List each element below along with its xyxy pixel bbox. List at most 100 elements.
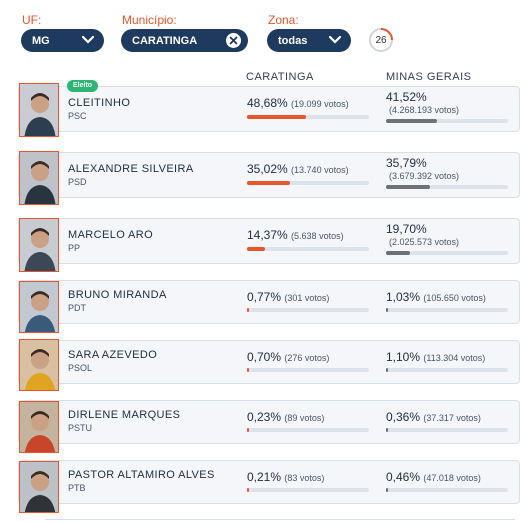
local-percentage: 35,02% (13.740 votos) — [247, 162, 349, 176]
state-votes: (3.679.392 votos) — [389, 171, 460, 181]
local-share-fill — [247, 428, 249, 432]
candidate-photo — [19, 281, 59, 333]
state-pct-value: 0,46% — [386, 470, 421, 484]
candidate-row: Eleito CLEITINHO PSC 48,68% (19.099 votos) 4… — [18, 80, 520, 137]
state-share-fill — [386, 185, 430, 189]
local-share-bar — [247, 181, 369, 185]
state-votes: (47.018 votos) — [423, 473, 481, 483]
local-percentage: 0,23% (89 votos) — [247, 410, 324, 424]
uf-select[interactable]: MG — [21, 29, 104, 52]
candidate-row: ALEXANDRE SILVEIRA PSD 35,02% (13.740 voto… — [18, 151, 520, 205]
local-share-fill — [247, 247, 265, 251]
state-pct-value: 1,10% — [386, 350, 421, 364]
local-pct-value: 0,77% — [247, 290, 282, 304]
candidate-name: BRUNO MIRANDA — [68, 289, 167, 301]
local-share-fill — [247, 368, 249, 372]
local-pct-value: 48,68% — [247, 96, 288, 110]
column-header-local: CARATINGA — [246, 71, 314, 83]
local-pct-value: 0,70% — [247, 350, 282, 364]
local-share-fill — [247, 115, 307, 119]
candidate-name: SARA AZEVEDO — [68, 349, 158, 361]
candidate-photo — [19, 401, 59, 453]
state-share-bar — [386, 428, 508, 432]
state-votes: (4.268.193 votos) — [389, 105, 460, 115]
local-share-bar — [247, 247, 369, 251]
state-votes: (2.025.573 votos) — [389, 237, 460, 247]
state-share-fill — [386, 119, 437, 123]
candidate-party: PP — [68, 243, 81, 253]
candidate-photo — [19, 461, 59, 513]
local-share-bar — [247, 308, 369, 312]
zona-value: todas — [278, 34, 308, 47]
progress-indicator: 26 — [368, 27, 394, 53]
candidate-row: SARA AZEVEDO PSOL 0,70% (276 votos) 1,10% (… — [18, 339, 520, 391]
candidate-photo — [19, 339, 59, 391]
local-share-bar — [247, 428, 369, 432]
state-pct-value: 41,52% — [386, 90, 427, 104]
local-votes: (276 votos) — [284, 353, 330, 363]
divider — [45, 519, 515, 520]
state-share-fill — [386, 428, 388, 432]
zona-label: Zona: — [268, 13, 299, 27]
chevron-down-icon — [328, 35, 342, 44]
clear-icon[interactable] — [226, 33, 241, 48]
state-votes: (105.650 votos) — [423, 293, 486, 303]
state-percentage: 35,79% — [386, 156, 427, 170]
state-votes: (37.317 votos) — [423, 413, 481, 423]
candidate-photo — [19, 218, 59, 272]
local-percentage: 0,21% (83 votos) — [247, 470, 324, 484]
elected-badge: Eleito — [67, 80, 99, 92]
candidate-name: DIRLENE MARQUES — [68, 409, 181, 421]
candidate-party: PDT — [68, 303, 86, 313]
state-share-bar — [386, 251, 508, 255]
state-percentage: 0,36% (37.317 votos) — [386, 410, 481, 424]
state-share-fill — [386, 488, 388, 492]
state-pct-value: 0,36% — [386, 410, 421, 424]
candidate-photo — [19, 83, 59, 137]
municipio-label: Município: — [122, 13, 177, 27]
state-pct-value: 19,70% — [386, 222, 427, 236]
state-share-bar — [386, 368, 508, 372]
state-pct-value: 35,79% — [386, 156, 427, 170]
uf-value: MG — [32, 34, 50, 47]
candidate-photo — [19, 151, 59, 205]
local-pct-value: 35,02% — [247, 162, 288, 176]
state-share-fill — [386, 251, 411, 255]
local-percentage: 48,68% (19.099 votos) — [247, 96, 349, 110]
state-share-bar — [386, 308, 508, 312]
local-pct-value: 0,23% — [247, 410, 282, 424]
state-percentage: 41,52% — [386, 90, 427, 104]
state-pct-value: 1,03% — [386, 290, 421, 304]
local-votes: (89 votos) — [284, 413, 325, 423]
state-share-bar — [386, 119, 508, 123]
state-percentage: 1,03% (105.650 votos) — [386, 290, 486, 304]
local-votes: (83 votos) — [284, 473, 325, 483]
progress-value: 26 — [375, 34, 387, 46]
municipio-value: CARATINGA — [132, 34, 198, 47]
local-percentage: 0,70% (276 votos) — [247, 350, 329, 364]
local-share-bar — [247, 488, 369, 492]
column-header-state: MINAS GERAIS — [386, 71, 472, 83]
local-votes: (19.099 votos) — [291, 99, 349, 109]
local-share-bar — [247, 368, 369, 372]
candidate-name: PASTOR ALTAMIRO ALVES — [68, 469, 215, 481]
candidate-row: PASTOR ALTAMIRO ALVES PTB 0,21% (83 votos)… — [18, 460, 520, 513]
chevron-down-icon — [81, 35, 95, 44]
zona-select[interactable]: todas — [267, 29, 351, 52]
local-pct-value: 14,37% — [247, 228, 288, 242]
candidate-party: PTB — [68, 483, 86, 493]
uf-label: UF: — [22, 13, 42, 27]
candidate-name: ALEXANDRE SILVEIRA — [68, 163, 194, 175]
state-share-bar — [386, 488, 508, 492]
municipio-select[interactable]: CARATINGA — [121, 29, 248, 52]
state-percentage: 0,46% (47.018 votos) — [386, 470, 481, 484]
local-votes: (5.638 votos) — [291, 231, 344, 241]
local-share-fill — [247, 488, 249, 492]
state-votes: (113.304 votos) — [423, 353, 486, 363]
state-percentage: 1,10% (113.304 votos) — [386, 350, 485, 364]
candidate-party: PSTU — [68, 423, 93, 433]
local-share-bar — [247, 115, 369, 119]
candidate-name: MARCELO ARO — [68, 229, 154, 241]
local-pct-value: 0,21% — [247, 470, 282, 484]
candidate-name: CLEITINHO — [68, 97, 131, 109]
